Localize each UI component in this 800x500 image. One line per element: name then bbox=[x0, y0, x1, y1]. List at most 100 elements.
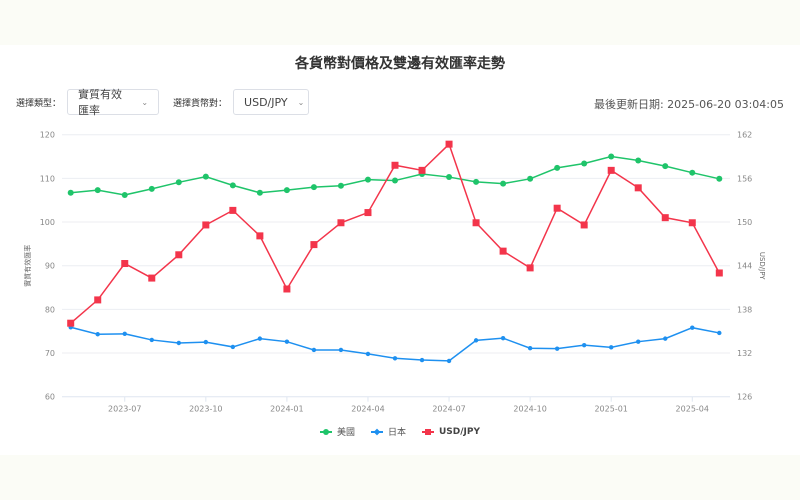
data-point bbox=[230, 344, 236, 350]
data-point bbox=[580, 221, 588, 229]
data-point bbox=[607, 166, 615, 174]
data-point bbox=[688, 219, 696, 227]
x-tick-label: 2024-01 bbox=[270, 405, 303, 414]
chevron-down-icon: ⌄ bbox=[297, 97, 305, 107]
x-tick-label: 2024-10 bbox=[513, 405, 546, 414]
x-tick-label: 2025-04 bbox=[676, 405, 709, 414]
pair-select-value: USD/JPY bbox=[244, 95, 288, 109]
data-point bbox=[310, 241, 318, 249]
data-point bbox=[203, 339, 209, 345]
data-point bbox=[581, 160, 588, 167]
y-tick-right: 144 bbox=[737, 262, 752, 271]
data-point bbox=[338, 347, 344, 353]
data-point bbox=[663, 336, 668, 341]
data-point bbox=[553, 204, 561, 212]
series-line bbox=[70, 142, 720, 324]
square-marker-icon bbox=[422, 428, 434, 435]
data-point bbox=[121, 260, 129, 268]
y-tick-left: 90 bbox=[45, 262, 55, 271]
data-point bbox=[690, 325, 695, 330]
data-point bbox=[175, 179, 182, 186]
data-point bbox=[526, 264, 534, 272]
legend-item[interactable]: 日本 bbox=[370, 425, 406, 438]
legend-label: USD/JPY bbox=[439, 426, 481, 437]
data-point bbox=[202, 221, 210, 229]
data-point bbox=[609, 345, 614, 350]
data-point bbox=[446, 174, 453, 181]
legend-label: 美國 bbox=[336, 428, 355, 438]
data-point bbox=[636, 339, 641, 344]
data-point bbox=[229, 182, 236, 189]
data-point bbox=[229, 206, 237, 214]
y-axis-title-right: USD/JPY bbox=[758, 252, 766, 280]
data-point bbox=[176, 340, 181, 346]
data-point bbox=[122, 331, 127, 337]
data-point bbox=[554, 164, 561, 171]
data-point bbox=[121, 191, 128, 198]
data-point bbox=[419, 357, 425, 363]
data-point bbox=[94, 296, 102, 304]
data-point bbox=[445, 140, 453, 148]
data-point bbox=[310, 184, 317, 191]
data-point bbox=[283, 187, 290, 194]
filter-controls: 選擇類型： 實質有效匯率 ⌄ 選擇貨幣對： USD/JPY ⌄ bbox=[16, 88, 310, 117]
y-tick-right: 132 bbox=[737, 349, 752, 358]
y-tick-right: 156 bbox=[737, 174, 752, 183]
y-tick-left: 60 bbox=[45, 393, 55, 402]
data-point bbox=[256, 232, 264, 240]
data-point bbox=[689, 169, 696, 176]
data-point bbox=[634, 184, 642, 192]
pair-select[interactable]: USD/JPY ⌄ bbox=[233, 89, 310, 115]
diamond-marker-icon bbox=[370, 430, 383, 433]
data-point bbox=[364, 209, 372, 217]
data-point bbox=[67, 319, 75, 327]
series-line bbox=[70, 326, 720, 362]
x-tick-label: 2024-07 bbox=[432, 405, 465, 414]
y-tick-left: 80 bbox=[45, 305, 55, 314]
x-tick-label: 2025-01 bbox=[594, 405, 627, 414]
data-point bbox=[500, 180, 507, 187]
data-point bbox=[202, 173, 209, 180]
data-point bbox=[662, 163, 669, 170]
data-point bbox=[717, 330, 722, 336]
type-select-label: 選擇類型： bbox=[16, 98, 62, 109]
legend-item[interactable]: USD/JPY bbox=[422, 425, 480, 438]
data-point bbox=[527, 175, 534, 182]
data-point bbox=[95, 332, 100, 337]
y-tick-left: 110 bbox=[40, 174, 55, 183]
data-point bbox=[608, 153, 615, 160]
data-point bbox=[473, 178, 480, 185]
y-tick-right: 150 bbox=[737, 218, 752, 227]
data-point bbox=[257, 336, 263, 341]
data-point bbox=[284, 339, 290, 344]
y-axis-title-left: 實質有效匯率 bbox=[23, 245, 32, 287]
data-point bbox=[472, 219, 480, 227]
x-tick-label: 2023-07 bbox=[108, 405, 141, 414]
data-point bbox=[148, 185, 155, 192]
circle-marker-icon bbox=[319, 428, 332, 435]
y-tick-right: 162 bbox=[737, 131, 752, 140]
data-point bbox=[67, 189, 74, 196]
data-point bbox=[283, 285, 291, 293]
y-tick-right: 138 bbox=[737, 305, 752, 314]
x-tick-label: 2023-10 bbox=[189, 405, 222, 414]
legend-item[interactable]: 美國 bbox=[319, 425, 355, 438]
chart-legend: 美國 日本 USD/JPY bbox=[0, 425, 800, 438]
last-updated: 最後更新日期: 2025-06-20 03:04:05 bbox=[593, 98, 784, 111]
x-tick-label: 2024-04 bbox=[351, 405, 384, 414]
page-title: 各貨幣對價格及雙邊有效匯率走勢 bbox=[295, 56, 505, 72]
data-point bbox=[391, 161, 399, 169]
legend-label: 日本 bbox=[387, 428, 406, 438]
data-point bbox=[499, 247, 507, 255]
pair-select-label: 選擇貨幣對： bbox=[173, 98, 228, 109]
data-point bbox=[635, 157, 642, 164]
data-point bbox=[392, 177, 398, 184]
data-point bbox=[715, 269, 723, 277]
type-select[interactable]: 實質有效匯率 ⌄ bbox=[67, 88, 160, 117]
data-point bbox=[473, 338, 479, 343]
data-point bbox=[554, 346, 560, 351]
data-point bbox=[418, 166, 426, 174]
data-point bbox=[311, 347, 317, 353]
data-point bbox=[94, 187, 101, 194]
data-point bbox=[365, 351, 371, 357]
